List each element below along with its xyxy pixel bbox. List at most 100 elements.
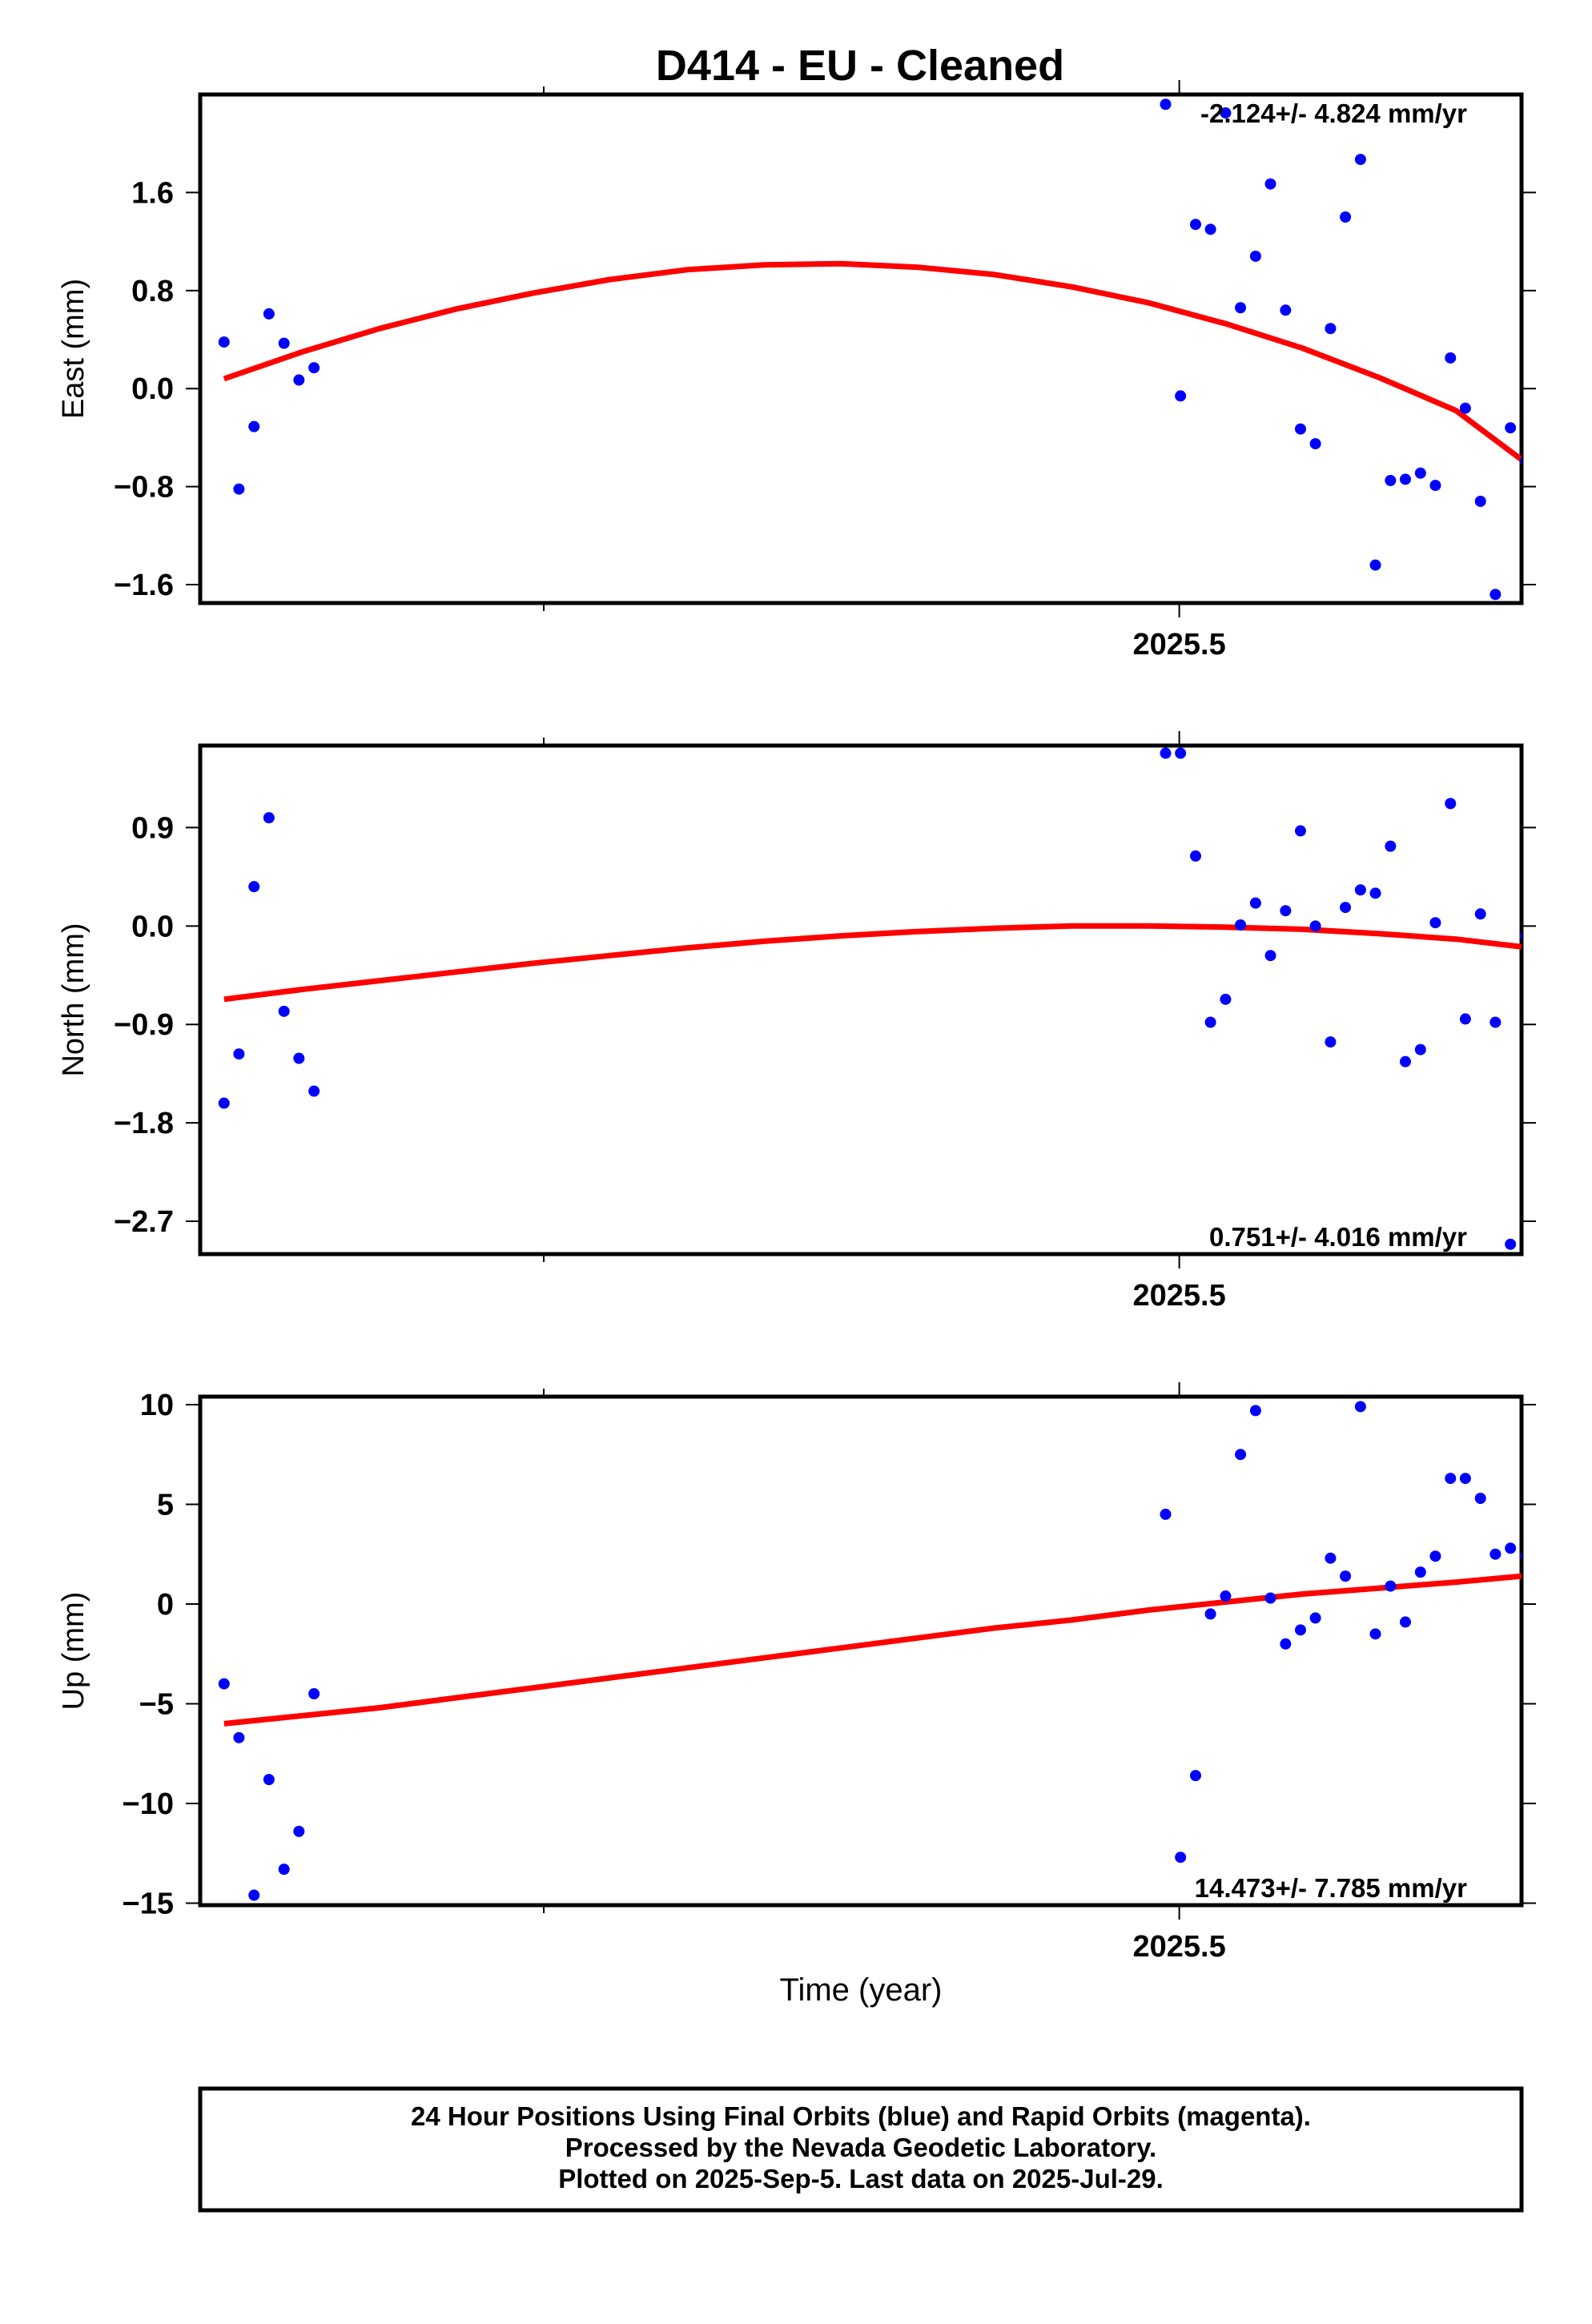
up-data-point xyxy=(1474,1493,1486,1504)
east-data xyxy=(218,99,1591,601)
north-ytick-label: 0.0 xyxy=(131,910,174,943)
east-data-point xyxy=(1550,456,1561,467)
up-data-point xyxy=(1220,1590,1232,1602)
up-data-point xyxy=(1280,1638,1292,1650)
up-ytick-label: 0 xyxy=(157,1588,174,1622)
east-data-point xyxy=(1309,438,1321,450)
north-ytick-label: −0.9 xyxy=(114,1008,174,1042)
north-fit-line xyxy=(223,923,1522,1003)
east-data-point xyxy=(1280,304,1292,316)
up-data-point xyxy=(1399,1616,1411,1628)
up-data-point xyxy=(1505,1542,1517,1554)
east-data-point xyxy=(1220,107,1232,119)
east-data-point xyxy=(1580,431,1591,442)
up-data-point xyxy=(1309,1612,1321,1624)
up-data-point xyxy=(1519,1552,1522,1561)
east-data-point xyxy=(1175,390,1187,402)
north-ytick-label: 0.9 xyxy=(131,811,174,845)
up-data-point xyxy=(293,1825,305,1837)
north-data-point xyxy=(1445,798,1457,810)
up-rate-label: 14.473+/- 7.785 mm/yr xyxy=(1195,1873,1467,1903)
east-data-point xyxy=(1519,456,1522,465)
east-ylabel: East (mm) xyxy=(57,279,90,419)
east-ytick-label: −0.8 xyxy=(114,471,174,505)
up-ytick-label: −5 xyxy=(139,1687,174,1721)
north-ylabel: North (mm) xyxy=(57,923,90,1076)
east-data-point xyxy=(1369,559,1381,571)
up-ytick-label: 5 xyxy=(157,1488,174,1522)
up-data xyxy=(218,1401,1522,1901)
up-data-point xyxy=(1340,1570,1352,1582)
up-data-point xyxy=(248,1889,260,1901)
up-fit-line xyxy=(223,1573,1522,1727)
up-xtick-label: 2025.5 xyxy=(1132,1930,1225,1964)
east-data-point xyxy=(1160,99,1172,111)
up-data-point xyxy=(1445,1473,1457,1485)
east-data-point xyxy=(1249,250,1261,262)
north-data-point xyxy=(1354,884,1366,896)
east-data-point xyxy=(1505,422,1517,434)
east-data-point xyxy=(278,337,290,349)
north-xtick-label: 2025.5 xyxy=(1132,1279,1225,1313)
east-data-point xyxy=(1340,211,1352,223)
north-data-point xyxy=(1550,950,1561,961)
north-data-point xyxy=(1399,1055,1411,1068)
up-ylabel: Up (mm) xyxy=(57,1592,90,1711)
east-rate-label: -2.124+/- 4.824 mm/yr xyxy=(1200,99,1467,128)
east-data-point xyxy=(1235,302,1247,314)
up-frame xyxy=(198,1394,1524,1908)
north-data-point xyxy=(248,881,260,893)
up-data-point xyxy=(1325,1552,1337,1564)
north-data-point xyxy=(1220,993,1232,1005)
east-data-point xyxy=(1414,467,1426,479)
north-data-point xyxy=(1340,902,1352,914)
east-data-point xyxy=(1489,589,1502,601)
up-data-point xyxy=(1175,1852,1187,1864)
up-data-point xyxy=(1235,1449,1247,1461)
north-data-point xyxy=(1459,1013,1471,1025)
east-fit-line xyxy=(223,260,1522,462)
north-data-point xyxy=(233,1048,245,1060)
north-data-point xyxy=(1369,887,1381,899)
east-data-point xyxy=(233,483,245,495)
up-data-point xyxy=(1414,1566,1426,1578)
up-ytick-label: −10 xyxy=(123,1787,174,1821)
up-panel: 10 5 0 −5 −10 −15 2025.5 Up (mm) 14.473+/- 7.785… xyxy=(57,1382,1536,1964)
up-data-point xyxy=(263,1774,275,1786)
north-data-point xyxy=(1535,760,1546,771)
up-data-point xyxy=(1294,1624,1306,1636)
north-data-point xyxy=(263,812,275,824)
north-rate-label: 0.751+/- 4.016 mm/yr xyxy=(1209,1222,1467,1252)
east-ytick-label: 1.6 xyxy=(131,176,174,210)
east-data-point xyxy=(1385,474,1397,486)
east-data-point xyxy=(1445,352,1457,364)
east-data-point xyxy=(263,308,275,320)
east-data-point xyxy=(1459,402,1471,414)
north-data xyxy=(218,747,1591,1250)
north-data-point xyxy=(1309,920,1321,932)
north-data-point xyxy=(1175,747,1187,759)
north-data-point xyxy=(218,1097,230,1109)
east-data-point xyxy=(248,420,260,432)
east-ytick-label: 0.8 xyxy=(131,275,174,308)
footer-line-2: Processed by the Nevada Geodetic Laborat… xyxy=(565,2133,1156,2162)
north-data-point xyxy=(1204,1016,1216,1028)
up-data-point xyxy=(1459,1473,1471,1485)
north-data-point xyxy=(1160,747,1172,759)
footer-box xyxy=(198,2086,1524,2213)
north-data-point xyxy=(1294,825,1306,837)
north-data-point xyxy=(1519,931,1522,940)
up-data-point xyxy=(1354,1401,1366,1413)
up-data-point xyxy=(1369,1628,1381,1640)
east-data-point xyxy=(1204,223,1216,235)
east-data-point xyxy=(1264,178,1276,190)
east-data-point xyxy=(218,336,230,348)
north-data-point xyxy=(1580,862,1591,873)
north-data-point xyxy=(1325,1036,1337,1048)
north-data-point xyxy=(293,1052,305,1064)
east-data-point xyxy=(308,362,320,374)
up-data-point xyxy=(1429,1550,1441,1562)
north-ytick-label: −2.7 xyxy=(114,1205,174,1239)
east-data-point xyxy=(1429,480,1441,492)
